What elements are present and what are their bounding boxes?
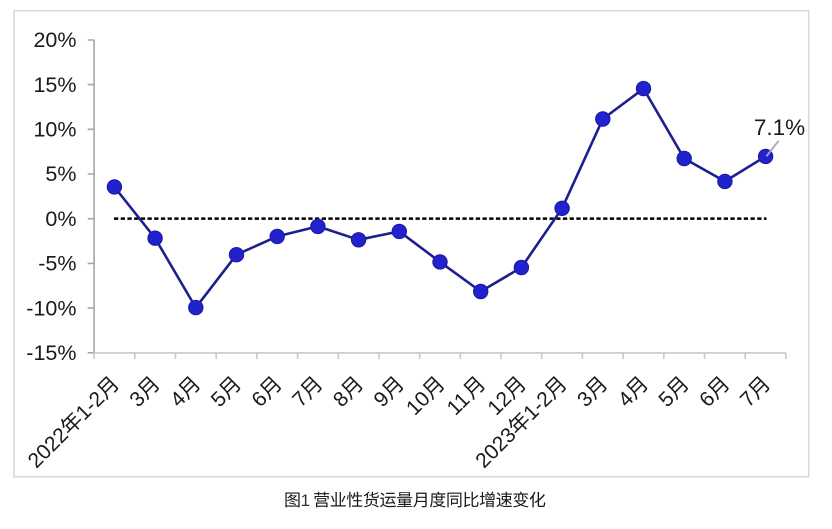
svg-text:15%: 15% [33, 73, 76, 97]
svg-text:1: 1 [301, 491, 310, 510]
svg-text:5%: 5% [45, 162, 76, 186]
svg-text:10%: 10% [33, 118, 76, 142]
svg-text:-10%: -10% [26, 296, 76, 320]
svg-text:20%: 20% [33, 28, 76, 52]
svg-text:0%: 0% [45, 207, 76, 231]
svg-text:7.1%: 7.1% [754, 115, 805, 140]
svg-text:-15%: -15% [26, 341, 76, 365]
svg-text:-5%: -5% [38, 252, 76, 276]
